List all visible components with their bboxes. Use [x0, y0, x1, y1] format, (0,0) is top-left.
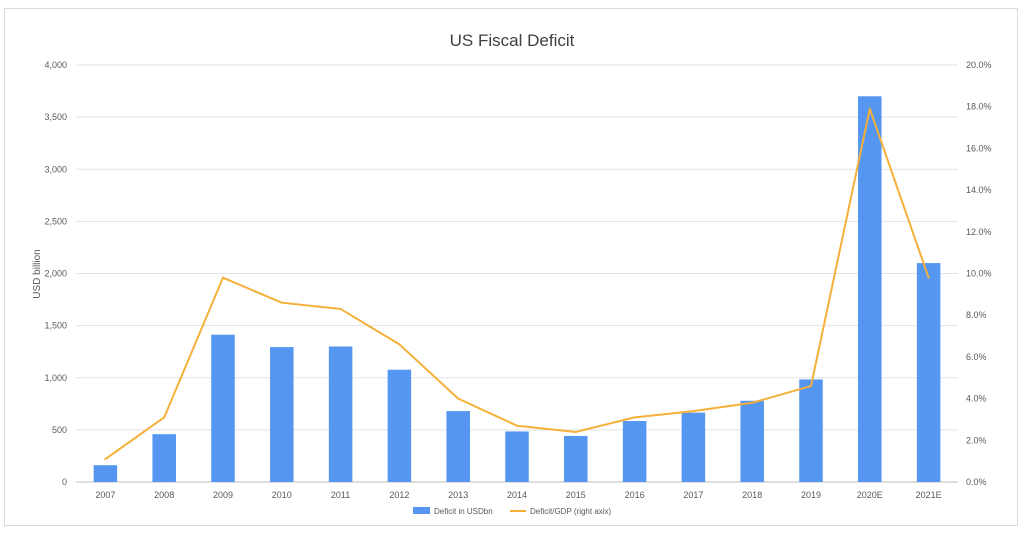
x-tick-label: 2011 [331, 490, 350, 500]
line-point [222, 276, 224, 279]
right-tick-label: 6.0% [966, 352, 987, 362]
x-tick-label: 2021E [916, 490, 942, 500]
line-point [751, 401, 754, 404]
x-tick-label: 2017 [683, 490, 703, 500]
right-axis-ticks: 0.0% 2.0% 4.0% 6.0% 8.0% 10.0% 12.0% 14.0% 16.0%… [966, 60, 992, 487]
bar [328, 346, 353, 482]
x-tick-label: 2014 [507, 490, 527, 500]
right-tick-label: 4.0% [966, 394, 987, 404]
right-tick-label: 0.0% [966, 477, 987, 487]
legend-label-bar: Deficit in USDbn [434, 507, 493, 516]
bar [740, 400, 764, 482]
x-tick-label: 2012 [389, 490, 409, 500]
left-tick-label: 3,500 [44, 112, 67, 122]
right-tick-label: 10.0% [966, 269, 992, 279]
bar [446, 411, 470, 482]
bar [270, 347, 294, 482]
bar [799, 379, 823, 482]
bar [622, 421, 647, 482]
line-point [927, 276, 930, 279]
x-tick-label: 2013 [448, 490, 468, 500]
bar [387, 369, 412, 482]
line-point [457, 397, 460, 400]
bar [211, 334, 235, 482]
bar [93, 465, 118, 482]
left-tick-label: 2,000 [44, 269, 67, 279]
line-point [692, 410, 695, 413]
line-point [868, 107, 871, 110]
gridlines [76, 64, 958, 483]
x-tick-label: 2010 [272, 490, 292, 500]
x-tick-label: 2009 [213, 490, 233, 500]
line-point [280, 301, 283, 304]
right-tick-label: 20.0% [966, 60, 992, 70]
x-tick-label: 2020E [857, 490, 883, 500]
line-point [104, 458, 107, 461]
x-tick-label: 2015 [566, 490, 586, 500]
bar [564, 435, 588, 482]
right-tick-label: 2.0% [966, 435, 987, 445]
line-point [163, 416, 166, 419]
left-tick-label: 1,500 [44, 321, 67, 331]
chart-title: US Fiscal Deficit [450, 31, 575, 50]
x-tick-label: 2018 [742, 490, 762, 500]
bar-series [93, 96, 941, 483]
x-tick-label: 2019 [801, 490, 821, 500]
line-point [574, 430, 577, 433]
right-tick-label: 18.0% [966, 102, 992, 112]
line-point [516, 424, 518, 427]
x-tick-label: 2008 [154, 490, 174, 500]
bar [152, 434, 176, 482]
bar [858, 96, 882, 483]
bar [505, 431, 529, 482]
x-axis-ticks: 2007 2008 2009 2010 2011 2012 2013 2014 2015 2016… [95, 490, 941, 500]
left-axis-ticks: 0 500 1,000 1,500 2,000 2,500 3,000 3,500 4,000 [44, 60, 67, 487]
line-point [810, 385, 812, 388]
left-tick-label: 500 [52, 425, 67, 435]
legend-label-line: Deficit/GDP (right axix) [530, 507, 612, 516]
left-tick-label: 2,500 [44, 216, 67, 226]
right-tick-label: 16.0% [966, 143, 992, 153]
x-tick-label: 2016 [625, 490, 645, 500]
legend-swatch-bar [413, 507, 430, 514]
left-tick-label: 0 [62, 477, 67, 487]
x-tick-label: 2007 [95, 490, 115, 500]
line-point [339, 307, 342, 310]
bar [681, 412, 706, 482]
line-point [633, 416, 636, 419]
right-tick-label: 12.0% [966, 227, 992, 237]
line-series [104, 107, 930, 461]
y-axis-label: USD billion [32, 249, 43, 298]
right-tick-label: 14.0% [966, 185, 992, 195]
left-tick-label: 3,000 [44, 164, 67, 174]
bar [916, 263, 941, 482]
left-tick-label: 4,000 [44, 60, 67, 70]
legend: Deficit in USDbn Deficit/GDP (right axix… [413, 507, 612, 516]
left-tick-label: 1,000 [44, 373, 67, 383]
line-point [398, 343, 401, 346]
right-tick-label: 8.0% [966, 310, 987, 320]
